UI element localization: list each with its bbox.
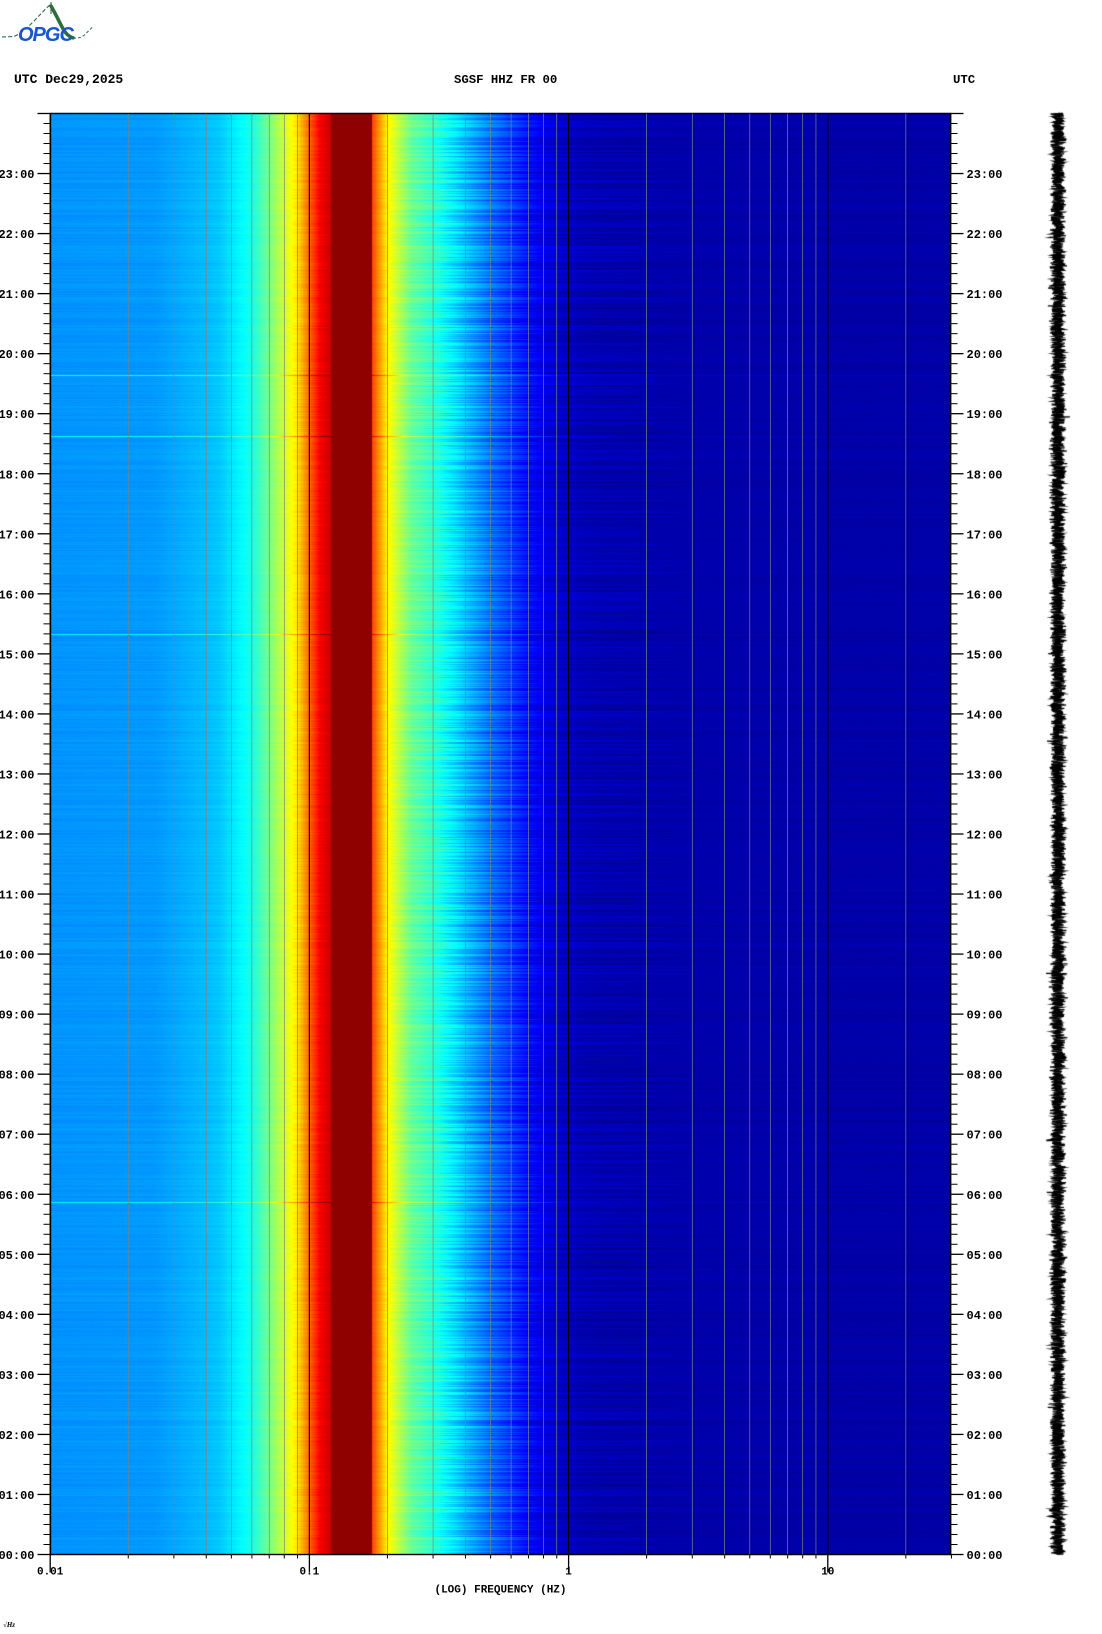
svg-text:UTC: UTC (953, 73, 976, 87)
svg-text:UTC Dec29,2025: UTC Dec29,2025 (14, 72, 123, 87)
svg-text:SGSF HHZ FR 00: SGSF HHZ FR 00 (454, 73, 557, 87)
svg-text:OPGC: OPGC (18, 24, 74, 46)
svg-text:√Hz: √Hz (3, 1621, 15, 1629)
